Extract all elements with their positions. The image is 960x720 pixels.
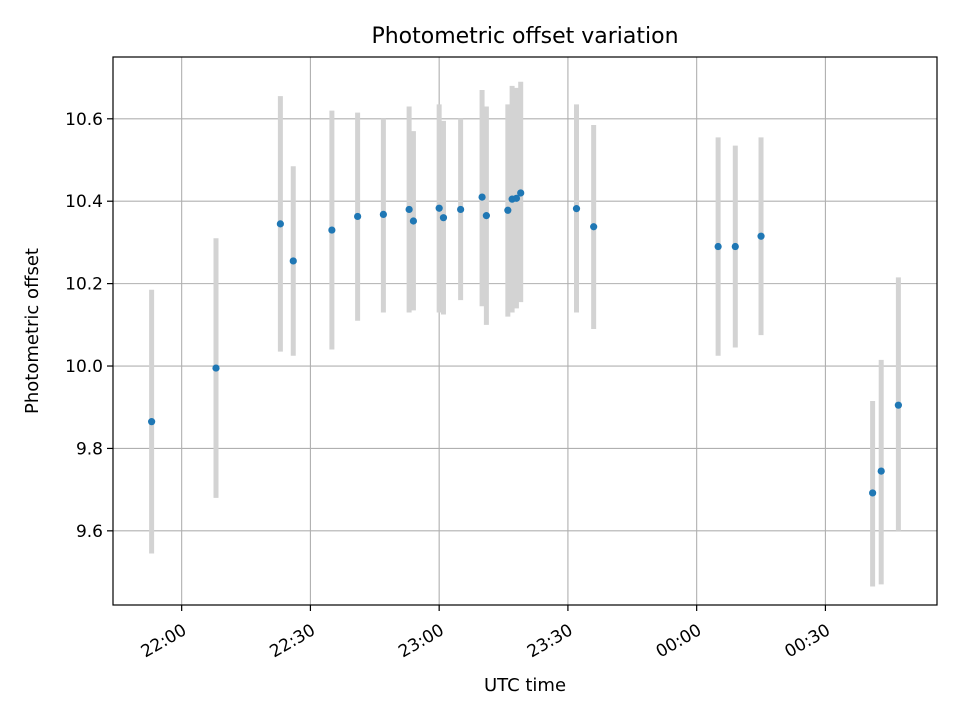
data-point — [504, 206, 512, 214]
y-tick-label: 10.2 — [65, 275, 103, 295]
data-point — [590, 223, 598, 231]
data-point — [212, 364, 220, 372]
data-point — [714, 242, 722, 251]
data-point — [409, 217, 418, 225]
data-point — [572, 205, 581, 213]
data-point — [354, 212, 362, 221]
data-point — [439, 214, 448, 222]
data-point — [894, 401, 902, 409]
data-point — [289, 257, 297, 265]
data-point — [405, 205, 413, 214]
data-point — [517, 189, 525, 197]
data-point — [869, 489, 877, 497]
data-point — [478, 193, 486, 201]
y-axis-label: Photometric offset — [22, 248, 43, 414]
data-point — [457, 205, 465, 214]
data-point — [877, 467, 885, 475]
y-axis-ticks: 9.6 9.8 10.0 10.2 10.4 10.6 — [65, 110, 113, 542]
y-tick-label: 10.4 — [65, 192, 103, 212]
y-tick-label: 10.6 — [65, 110, 103, 130]
data-points — [148, 189, 902, 497]
data-point — [757, 232, 765, 240]
y-tick-label: 9.8 — [76, 439, 103, 459]
data-point — [512, 194, 521, 202]
data-point — [731, 242, 739, 251]
data-point — [435, 204, 443, 212]
data-point — [482, 212, 490, 220]
chart-title: Photometric offset variation — [371, 24, 678, 49]
plot-frame — [112, 56, 938, 606]
y-tick-label: 9.6 — [76, 522, 103, 542]
data-point — [379, 210, 387, 218]
data-point — [148, 418, 156, 426]
y-tick-label: 10.0 — [65, 357, 103, 377]
data-point — [276, 220, 284, 228]
data-point — [328, 226, 336, 234]
x-axis-label: UTC time — [484, 675, 566, 696]
